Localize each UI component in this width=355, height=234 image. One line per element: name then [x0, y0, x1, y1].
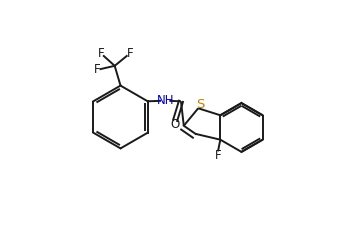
Text: F: F [126, 47, 133, 59]
Text: O: O [170, 118, 180, 131]
Text: F: F [94, 63, 100, 76]
Text: S: S [196, 98, 204, 111]
Text: NH: NH [157, 94, 174, 107]
Text: F: F [215, 149, 221, 161]
Text: F: F [97, 47, 104, 59]
